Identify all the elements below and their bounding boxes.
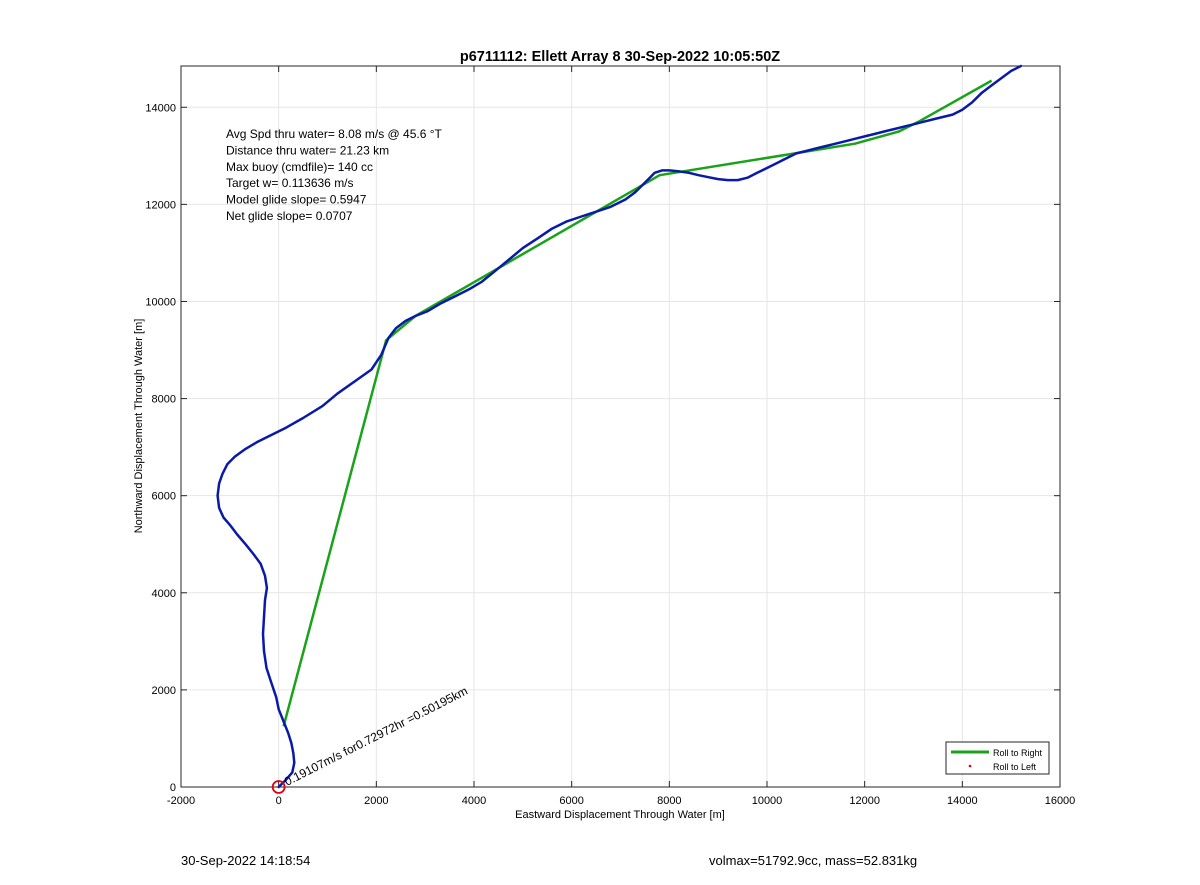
- x-tick-label: 2000: [364, 795, 388, 807]
- x-tick-label: 16000: [1045, 795, 1076, 807]
- x-tick-label: 4000: [462, 795, 486, 807]
- annotation-line: Max buoy (cmdfile)= 140 cc: [226, 160, 373, 174]
- start-marker: [271, 780, 286, 794]
- legend-box: [945, 741, 1050, 775]
- y-tick-label: 6000: [152, 491, 176, 503]
- x-tick-label: 10000: [752, 795, 783, 807]
- y-tick-label: 0: [170, 782, 176, 794]
- annotation-line: Model glide slope= 0.5947: [226, 193, 367, 207]
- x-tick-labels: -2000 0 2000 4000 6000 8000 10000 12000 14000 160…: [167, 795, 1075, 807]
- annotation-line: Avg Spd thru water= 8.08 m/s @ 45.6 °T: [226, 127, 443, 141]
- series-roll-to-right: [282, 79, 993, 727]
- y-tick-label: 10000: [145, 296, 176, 308]
- grid: [180, 66, 1061, 788]
- annotation-line: Distance thru water= 21.23 km: [226, 143, 389, 157]
- annotation-block: Avg Spd thru water= 8.08 m/s @ 45.6 °T Di…: [226, 127, 443, 223]
- y-tick-label: 2000: [152, 685, 176, 697]
- annotation-line: Target w= 0.113636 m/s: [226, 176, 354, 190]
- footer-stats: volmax=51792.9cc, mass=52.831kg: [709, 853, 918, 868]
- y-axis-label: Northward Displacement Through Water [m]: [133, 319, 145, 534]
- y-tick-labels: 0 2000 4000 6000 8000 10000 12000 14000: [145, 102, 176, 794]
- x-axis-label: Eastward Displacement Through Water [m]: [515, 809, 725, 821]
- legend-label-roll-left: Roll to Left: [993, 762, 1037, 772]
- y-tick-label: 14000: [145, 102, 176, 114]
- x-tick-label: 8000: [657, 795, 681, 807]
- series-glider-track: [216, 64, 1023, 789]
- y-tick-label: 12000: [145, 199, 176, 211]
- x-tick-label: -2000: [167, 795, 195, 807]
- y-tick-label: 4000: [152, 588, 176, 600]
- x-tick-label: 6000: [559, 795, 583, 807]
- footer-timestamp: 30-Sep-2022 14:18:54: [181, 853, 311, 868]
- plot-frame: [180, 65, 1061, 788]
- series-layer: [216, 64, 1023, 794]
- legend-label-roll-right: Roll to Right: [993, 748, 1043, 758]
- y-tick-label: 8000: [152, 394, 176, 406]
- x-tick-label: 0: [276, 795, 282, 807]
- legend: Roll to Right Roll to Left: [945, 741, 1050, 775]
- x-tick-label: 14000: [947, 795, 978, 807]
- x-tick-label: 12000: [849, 795, 880, 807]
- tick-marks: [180, 66, 1061, 788]
- chart-title: p6711112: Ellett Array 8 30-Sep-2022 10:…: [460, 49, 780, 65]
- legend-marker-roll-left: [968, 764, 972, 768]
- annotation-line: Net glide slope= 0.0707: [226, 209, 353, 223]
